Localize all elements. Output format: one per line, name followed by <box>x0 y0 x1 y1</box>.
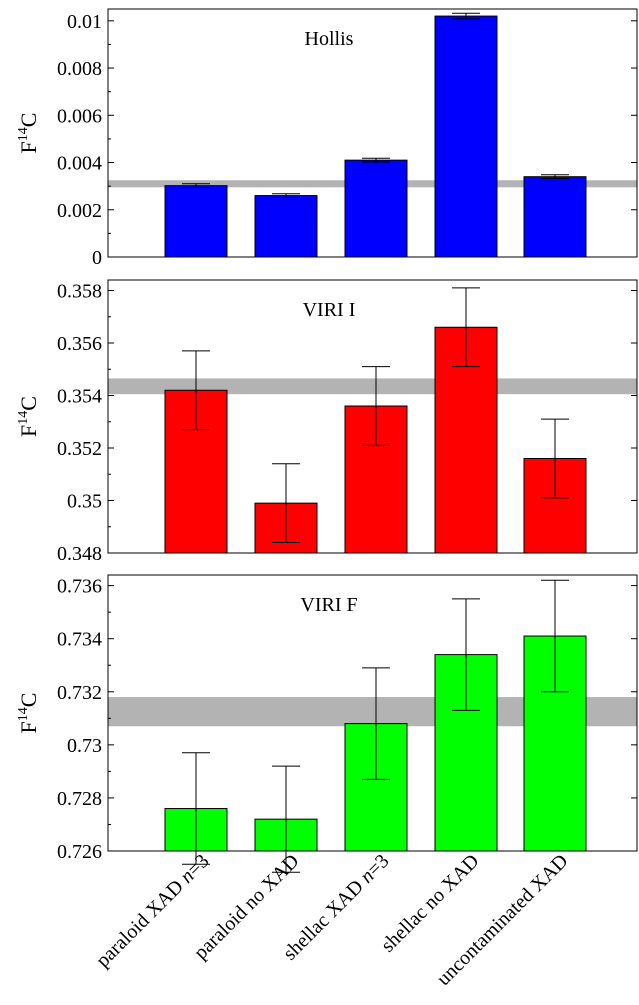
panel-1: 0 0.002 0.004 0.006 0.008 0.01 Hollis F14C <box>16 8 638 269</box>
y-axis-label: F14C <box>16 113 41 154</box>
y-tick-label: 0.35 <box>67 491 102 513</box>
plot-frame <box>107 574 638 852</box>
error-bar-3 <box>362 157 390 163</box>
y-tick-label: 0.356 <box>57 333 102 355</box>
y-tick-label: 0.348 <box>57 543 102 565</box>
y-tick-label: 0.01 <box>67 11 102 33</box>
y-tick-label: 0.734 <box>57 629 102 651</box>
error-bar-2 <box>272 463 300 543</box>
error-bar-5 <box>541 174 569 180</box>
y-tick-label: 0 <box>92 247 102 269</box>
y-tick-label: 0.732 <box>57 682 102 704</box>
bar-4 <box>434 15 498 258</box>
panel-title: Hollis <box>305 28 354 50</box>
panel-3: 0.726 0.728 0.73 0.732 0.734 0.736 VIRI F F14C <box>16 574 638 873</box>
bar-3 <box>344 159 408 258</box>
y-tick-label: 0.002 <box>57 200 102 222</box>
error-bar-5 <box>541 418 569 499</box>
y-tick-label: 0.358 <box>57 281 102 303</box>
y-axis-label: F14C <box>16 396 41 437</box>
y-axis-label: F14C <box>16 693 41 734</box>
y-tick-label: 0.006 <box>57 105 102 127</box>
error-bar-1 <box>182 752 210 865</box>
plot-frame <box>107 8 638 258</box>
error-bar-1 <box>182 183 210 189</box>
y-tick-label: 0.004 <box>57 153 102 175</box>
y-tick-label: 0.736 <box>57 576 102 598</box>
y-tick-label: 0.354 <box>57 386 102 408</box>
panel-2: 0.348 0.35 0.352 0.354 0.356 0.358 VIRI I F14C <box>16 279 638 565</box>
y-tick-label: 0.726 <box>57 841 102 863</box>
y-tick-label: 0.728 <box>57 788 102 810</box>
reference-band <box>108 378 637 395</box>
error-bar-3 <box>362 366 390 446</box>
error-bar-5 <box>541 579 569 693</box>
panel-title: VIRI I <box>303 299 356 321</box>
bar-2 <box>254 195 318 258</box>
y-tick-label: 0.352 <box>57 438 102 460</box>
error-bar-1 <box>182 350 210 431</box>
error-bar-2 <box>272 765 300 873</box>
plot-frame <box>107 279 638 554</box>
error-bar-3 <box>362 667 390 780</box>
y-tick-label: 0.73 <box>67 735 102 757</box>
panel-title: VIRI F <box>300 594 357 616</box>
error-bar-4 <box>452 287 480 368</box>
y-tick-label: 0.008 <box>57 58 102 80</box>
error-bar-2 <box>272 193 300 198</box>
bar-5 <box>523 176 587 258</box>
error-bar-4 <box>452 12 480 20</box>
bar-1 <box>164 185 228 258</box>
error-bar-4 <box>452 598 480 711</box>
